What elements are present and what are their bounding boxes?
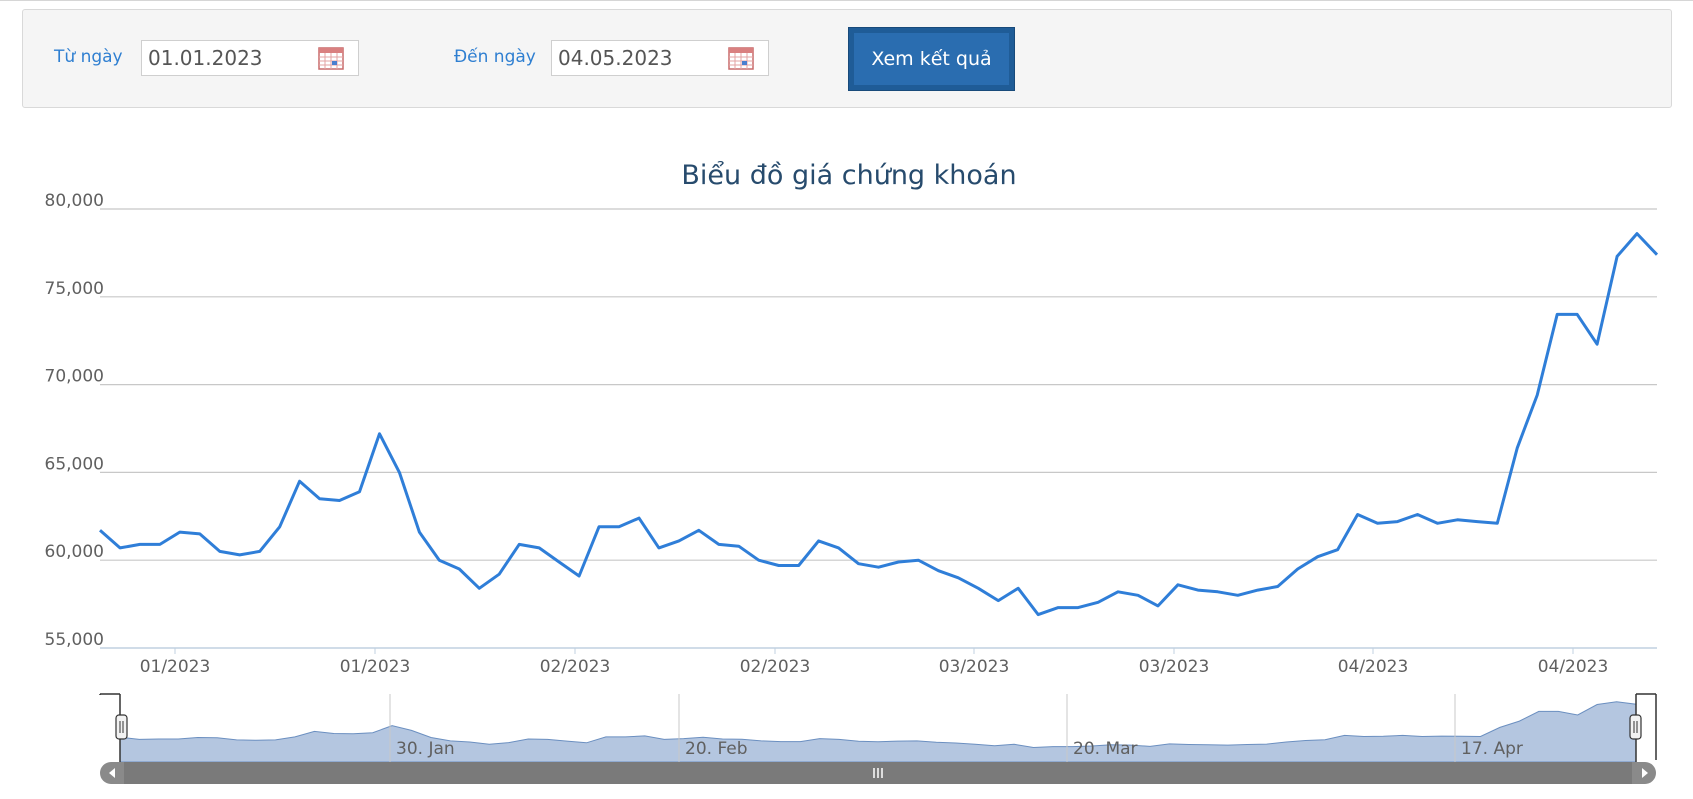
to-date-label: Đến ngày (454, 47, 536, 67)
navigator-date-label: 20. Feb (685, 739, 748, 759)
view-results-button[interactable]: Xem kết quả (848, 27, 1015, 91)
y-tick-label: 80,000 (45, 191, 104, 211)
navigator-date-label: 20. Mar (1073, 739, 1138, 759)
from-date-input[interactable] (142, 41, 318, 75)
y-tick-label: 65,000 (45, 454, 104, 474)
scrollbar[interactable] (100, 762, 1656, 784)
price-series-line (99, 232, 1659, 617)
x-tick-label: 04/2023 (1538, 657, 1609, 677)
scroll-left-button[interactable] (109, 768, 115, 778)
navigator-left-handle[interactable] (115, 714, 128, 740)
top-divider (0, 0, 1693, 1)
navigator-date-label: 30. Jan (396, 739, 455, 759)
navigator-date-label: 17. Apr (1461, 739, 1523, 759)
navigator-labels: 30. Jan 20. Feb 20. Mar 17. Apr (396, 739, 1523, 759)
x-axis: 01/2023 01/2023 02/2023 02/2023 03/2023 03/20… (140, 648, 1609, 677)
x-tick-label: 01/2023 (340, 657, 411, 677)
y-tick-label: 60,000 (45, 542, 104, 562)
y-tick-label: 70,000 (45, 367, 104, 387)
calendar-icon[interactable] (318, 46, 344, 70)
x-tick-label: 03/2023 (939, 657, 1010, 677)
chevron-right-icon[interactable] (1642, 768, 1648, 778)
navigator-grid (389, 694, 1456, 762)
chevron-left-icon[interactable] (109, 768, 115, 778)
y-tick-label: 75,000 (45, 279, 104, 299)
x-tick-label: 03/2023 (1139, 657, 1210, 677)
chart-title: Biểu đồ giá chứng khoán (681, 160, 1016, 191)
from-date-label: Từ ngày (54, 47, 123, 67)
view-results-label: Xem kết quả (854, 33, 1009, 85)
from-date-field[interactable] (141, 40, 359, 76)
navigator-area (119, 701, 1637, 763)
navigator-outline (99, 693, 1657, 760)
x-tick-label: 02/2023 (740, 657, 811, 677)
x-tick-label: 01/2023 (140, 657, 211, 677)
scroll-right-button[interactable] (1642, 768, 1648, 778)
to-date-field[interactable] (551, 40, 769, 76)
to-date-input[interactable] (552, 41, 728, 75)
x-tick-label: 04/2023 (1338, 657, 1409, 677)
navigator[interactable]: 30. Jan 20. Feb 20. Mar 17. Apr (99, 693, 1657, 763)
grid-lines (100, 208, 1657, 649)
calendar-icon[interactable] (728, 46, 754, 70)
navigator-right-handle[interactable] (1629, 714, 1642, 740)
grip-icon (873, 768, 883, 778)
y-axis: 55,000 60,000 65,000 70,000 75,000 80,000 (45, 191, 104, 650)
x-tick-label: 02/2023 (540, 657, 611, 677)
y-tick-label: 55,000 (45, 630, 104, 650)
